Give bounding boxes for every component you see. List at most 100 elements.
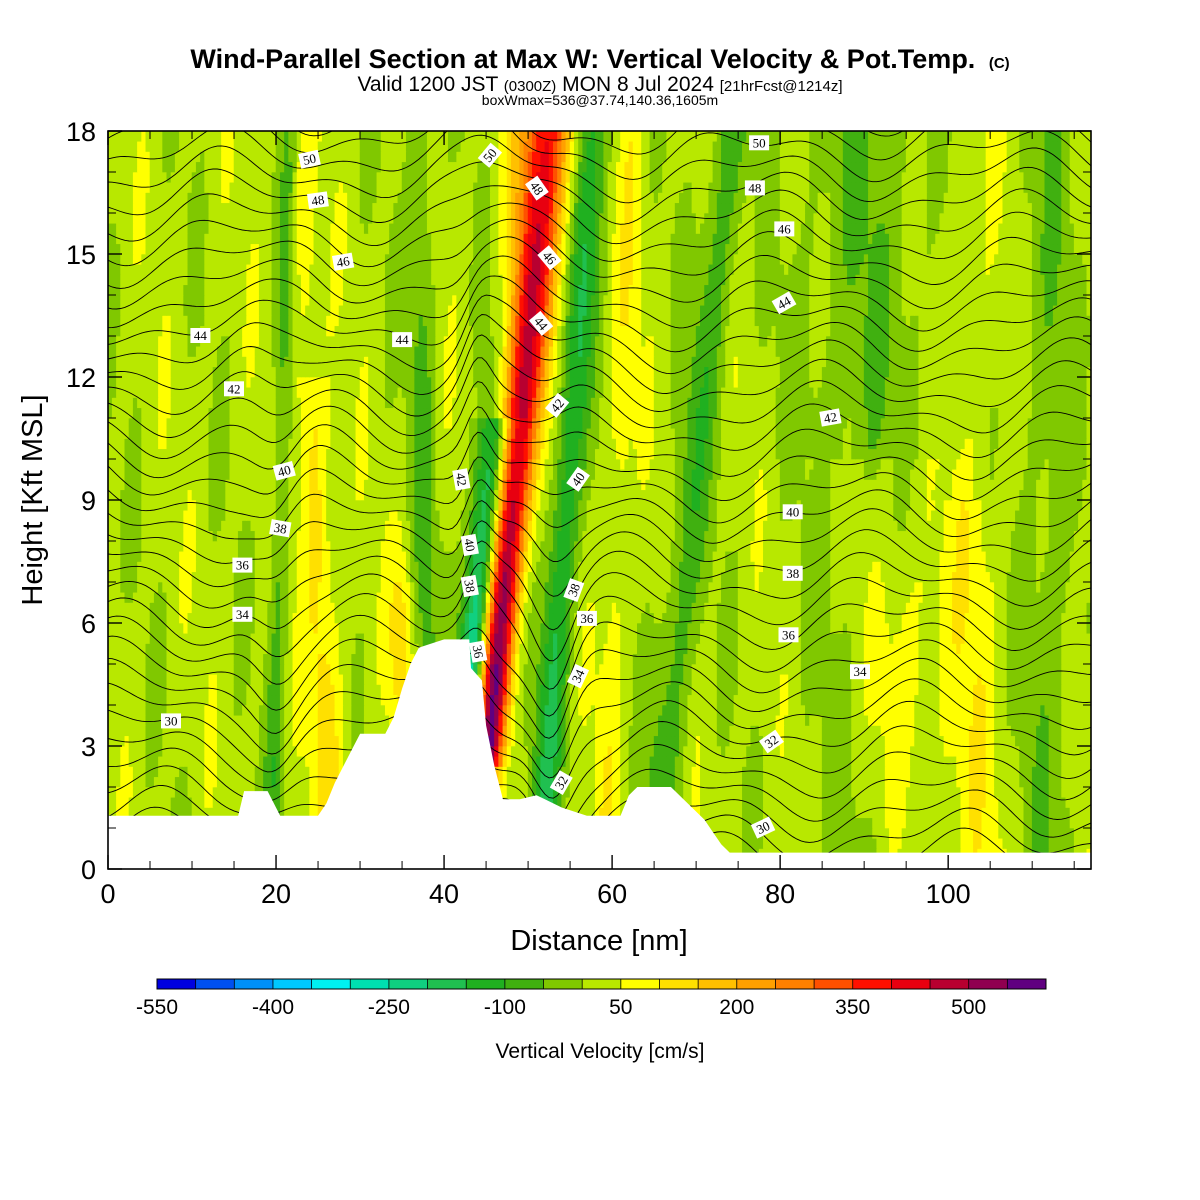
field-cell <box>746 694 752 706</box>
field-cell <box>355 643 361 655</box>
field-cell <box>960 755 966 767</box>
field-cell <box>964 766 970 778</box>
field-cell <box>742 653 747 665</box>
field-cell <box>582 694 588 706</box>
field-cell <box>1048 766 1054 778</box>
field-cell <box>1086 694 1091 706</box>
field-cell <box>170 653 176 665</box>
field-cell <box>187 796 193 808</box>
field-cell <box>187 704 193 716</box>
field-cell <box>603 663 609 675</box>
field-cell <box>859 837 865 849</box>
field-cell <box>784 735 789 747</box>
field-cell <box>1061 817 1067 829</box>
field-cell <box>141 745 147 757</box>
field-cell <box>149 776 155 788</box>
field-cell <box>628 766 634 778</box>
field-cell <box>994 817 999 829</box>
field-cell <box>1015 745 1020 757</box>
field-cell <box>174 807 180 819</box>
field-cell <box>679 755 684 767</box>
field-cell <box>1036 827 1041 839</box>
field-cell <box>771 796 777 808</box>
field-cell <box>989 663 995 675</box>
field-cell <box>981 786 987 798</box>
field-cell <box>389 673 394 685</box>
field-cell <box>342 643 348 655</box>
field-cell <box>557 714 562 726</box>
field-cell <box>737 653 743 665</box>
field-cell <box>750 704 756 716</box>
field-cell <box>531 735 537 747</box>
field-cell <box>1057 755 1062 767</box>
field-cell <box>679 684 684 696</box>
field-cell <box>683 694 689 706</box>
field-cell <box>855 817 861 829</box>
field-cell <box>561 796 567 808</box>
field-cell <box>977 796 983 808</box>
field-cell <box>708 755 714 767</box>
field-cell <box>981 827 987 839</box>
field-cell <box>1036 776 1041 788</box>
field-cell <box>300 776 306 788</box>
field-cell <box>775 663 781 675</box>
field-cell <box>208 643 214 655</box>
field-cell <box>158 704 163 716</box>
field-cell <box>1073 663 1079 675</box>
field-cell <box>834 714 840 726</box>
field-cell <box>229 694 235 706</box>
field-cell <box>1036 653 1041 665</box>
field-cell <box>191 643 197 655</box>
field-cell <box>830 745 836 757</box>
field-cell <box>788 796 794 808</box>
field-cell <box>510 704 516 716</box>
field-cell <box>632 755 638 767</box>
field-cell <box>158 694 163 706</box>
field-cell <box>506 694 512 706</box>
field-cell <box>212 735 218 747</box>
field-cell <box>960 745 966 757</box>
field-cell <box>263 776 268 788</box>
field-cell <box>977 766 983 778</box>
field-cell <box>737 725 743 737</box>
field-cell <box>506 745 512 757</box>
field-cell <box>641 755 647 767</box>
field-cell <box>637 714 642 726</box>
field-cell <box>267 735 273 747</box>
field-cell <box>128 745 134 757</box>
field-cell <box>296 796 302 808</box>
field-cell <box>485 704 491 716</box>
field-cell <box>351 673 357 685</box>
field-cell <box>158 796 163 808</box>
field-cell <box>855 745 861 757</box>
field-cell <box>540 766 546 778</box>
field-cell <box>960 663 966 675</box>
field-cell <box>242 766 247 778</box>
field-cell <box>116 653 121 665</box>
field-cell <box>679 786 684 798</box>
field-cell <box>855 837 861 849</box>
field-cell <box>1052 704 1058 716</box>
field-cell <box>494 766 499 778</box>
field-cell <box>1031 796 1037 808</box>
field-cell <box>284 776 289 788</box>
field-cell <box>149 653 155 665</box>
field-cell <box>208 786 214 798</box>
field-cell <box>1065 684 1071 696</box>
field-cell <box>246 725 252 737</box>
field-cell <box>960 704 966 716</box>
field-cell <box>859 745 865 757</box>
field-cell <box>1002 735 1008 747</box>
field-cell <box>616 786 621 798</box>
field-cell <box>1069 827 1075 839</box>
field-cell <box>712 725 718 737</box>
field-cell <box>649 704 655 716</box>
field-cell <box>229 673 235 685</box>
field-cell <box>981 817 987 829</box>
field-cell <box>960 653 966 665</box>
field-cell <box>758 745 764 757</box>
field-cell <box>863 684 869 696</box>
field-cell <box>893 776 899 788</box>
field-cell <box>683 653 689 665</box>
field-cell <box>254 673 260 685</box>
